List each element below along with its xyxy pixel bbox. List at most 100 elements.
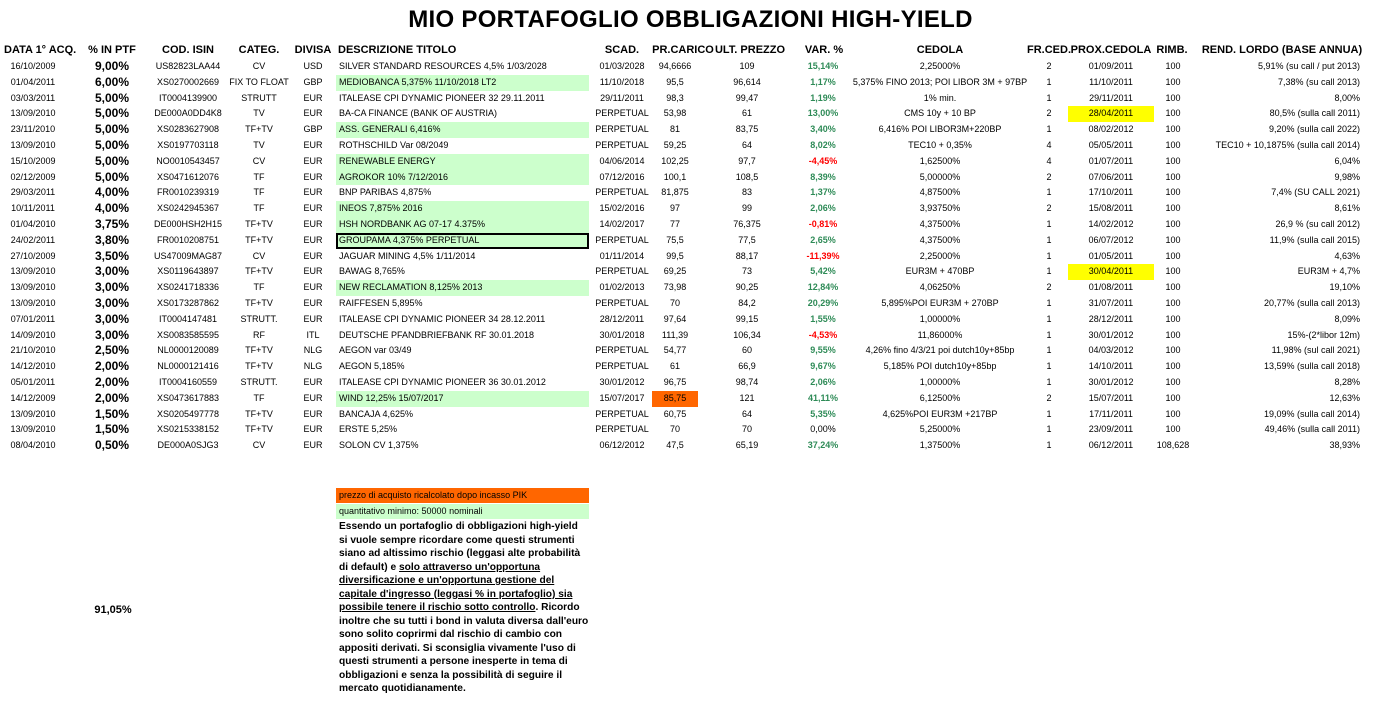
cell-rimborso[interactable]: 100 — [1165, 140, 1181, 150]
cell-rimborso[interactable]: 100 — [1165, 203, 1181, 214]
cell-rendimento[interactable]: 8,09% — [1334, 313, 1360, 324]
cell-ultimo-prezzo[interactable]: 65,19 — [735, 440, 759, 451]
cell-divisa[interactable]: EUR — [303, 234, 323, 245]
cell-ultimo-prezzo[interactable]: 88,17 — [735, 250, 759, 261]
cell-isin[interactable]: XS0119643897 — [157, 266, 219, 277]
cell-variazione[interactable]: 2,06% — [810, 203, 836, 214]
cell-categoria[interactable]: STRUTT. — [240, 377, 278, 387]
cell-prossima-cedola[interactable]: 30/01/2012 — [1088, 329, 1134, 340]
cell-cedola[interactable]: 5,25000% — [919, 424, 961, 435]
cell-variazione[interactable]: 1,19% — [810, 92, 836, 103]
cell-prezzo-carico[interactable]: 96,75 — [663, 377, 687, 387]
cell-ultimo-prezzo[interactable]: 66,9 — [738, 361, 756, 372]
cell-prezzo-carico[interactable]: 111,39 — [661, 329, 689, 340]
cell-descrizione[interactable]: BAWAG 8,765% — [339, 266, 405, 277]
cell-categoria[interactable]: CV — [252, 155, 266, 166]
cell-cedola[interactable]: 4,37500% — [919, 219, 961, 229]
cell-cedola[interactable]: 3,93750% — [919, 203, 961, 214]
cell-descrizione[interactable]: HSH NORDBANK AG 07-17 4.375% — [336, 217, 589, 233]
cell-descrizione[interactable]: GROUPAMA 4,375% PERPETUAL — [336, 232, 589, 249]
cell-variazione[interactable]: 12,84% — [807, 282, 839, 293]
cell-descrizione[interactable]: ROTHSCHILD Var 08/2049 — [339, 140, 449, 150]
cell-descrizione[interactable]: ERSTE 5,25% — [339, 424, 398, 435]
cell-ultimo-prezzo[interactable]: 61 — [741, 108, 752, 119]
cell-prossima-cedola[interactable]: 14/10/2011 — [1088, 361, 1134, 372]
cell-prossima-cedola[interactable]: 31/07/2011 — [1088, 298, 1134, 308]
cell-rimborso[interactable]: 100 — [1165, 108, 1181, 119]
cell-data-acquisto[interactable]: 13/09/2010 — [10, 298, 56, 308]
cell-frequenza-cedola[interactable]: 4 — [1046, 140, 1052, 150]
cell-prezzo-carico[interactable]: 73,98 — [663, 282, 687, 293]
cell-variazione[interactable]: 15,14% — [807, 61, 839, 71]
cell-prossima-cedola[interactable]: 01/05/2011 — [1088, 250, 1134, 261]
cell-ultimo-prezzo[interactable]: 76,375 — [733, 219, 761, 229]
cell-variazione[interactable]: 1,55% — [810, 313, 836, 324]
cell-prossima-cedola[interactable]: 30/04/2011 — [1068, 264, 1154, 281]
cell-frequenza-cedola[interactable]: 1 — [1046, 266, 1052, 277]
cell-divisa[interactable]: EUR — [303, 140, 323, 150]
cell-variazione[interactable]: 41,11% — [807, 392, 839, 403]
cell-pct-ptf[interactable]: 3,75% — [94, 217, 130, 231]
cell-divisa[interactable]: GBP — [303, 124, 323, 135]
cell-pct-ptf[interactable]: 2,00% — [94, 359, 130, 374]
cell-descrizione[interactable]: WIND 12,25% 15/07/2017 — [336, 390, 589, 407]
cell-pct-ptf[interactable]: 0,50% — [94, 438, 130, 453]
cell-prossima-cedola[interactable]: 01/08/2011 — [1088, 282, 1134, 293]
cell-variazione[interactable]: 8,39% — [810, 171, 836, 182]
cell-scadenza[interactable]: 01/02/2013 — [599, 282, 645, 293]
cell-pct-ptf[interactable]: 5,00% — [94, 153, 130, 168]
cell-scadenza[interactable]: PERPETUAL — [595, 298, 649, 308]
cell-rimborso[interactable]: 100 — [1165, 298, 1181, 308]
cell-categoria[interactable]: CV — [252, 440, 266, 451]
cell-divisa[interactable]: EUR — [303, 250, 323, 261]
cell-divisa[interactable]: NLG — [303, 361, 323, 372]
cell-prossima-cedola[interactable]: 11/10/2011 — [1089, 76, 1133, 87]
cell-variazione[interactable]: -4,45% — [808, 155, 838, 166]
cell-ultimo-prezzo[interactable]: 96,614 — [733, 76, 761, 87]
cell-prezzo-carico[interactable]: 54,77 — [663, 345, 687, 356]
cell-data-acquisto[interactable]: 08/04/2010 — [10, 440, 56, 451]
cell-scadenza[interactable]: 15/07/2017 — [599, 392, 645, 403]
cell-scadenza[interactable]: PERPETUAL — [595, 234, 649, 245]
cell-descrizione[interactable]: DEUTSCHE PFANDBRIEFBANK RF 30.01.2018 — [339, 329, 535, 340]
cell-descrizione[interactable]: RENEWABLE ENERGY — [336, 153, 589, 170]
cell-descrizione[interactable]: SOLON CV 1,375% — [339, 440, 419, 451]
cell-descrizione[interactable]: INEOS 7,875% 2016 — [336, 201, 589, 217]
cell-cedola[interactable]: 2,25000% — [919, 250, 961, 261]
cell-categoria[interactable]: RF — [253, 329, 265, 340]
cell-isin[interactable]: XS0241718336 — [156, 282, 220, 293]
cell-isin[interactable]: NL0000121416 — [157, 361, 219, 372]
cell-categoria[interactable]: TF — [253, 187, 265, 198]
cell-pct-ptf[interactable]: 2,00% — [94, 375, 130, 389]
cell-cedola[interactable]: 5,895%POI EUR3M + 270BP — [881, 298, 999, 308]
cell-descrizione[interactable]: ITALEASE CPI DYNAMIC PIONEER 34 28.12.20… — [339, 313, 546, 324]
cell-prezzo-carico[interactable]: 95,5 — [666, 76, 684, 87]
cell-isin[interactable]: XS0471612076 — [156, 171, 220, 182]
cell-isin[interactable]: XS0083585595 — [156, 329, 220, 340]
cell-frequenza-cedola[interactable]: 1 — [1046, 298, 1052, 308]
cell-scadenza[interactable]: PERPETUAL — [595, 266, 649, 277]
cell-data-acquisto[interactable]: 13/09/2010 — [10, 140, 56, 150]
cell-pct-ptf[interactable]: 5,00% — [94, 106, 130, 121]
cell-rimborso[interactable]: 100 — [1165, 361, 1181, 372]
cell-ultimo-prezzo[interactable]: 108,5 — [735, 171, 759, 182]
cell-rendimento[interactable]: 9,98% — [1334, 171, 1360, 182]
cell-prossima-cedola[interactable]: 17/11/2011 — [1089, 408, 1133, 419]
cell-frequenza-cedola[interactable]: 2 — [1046, 171, 1052, 182]
cell-isin[interactable]: FR0010239319 — [156, 187, 220, 198]
cell-frequenza-cedola[interactable]: 2 — [1046, 282, 1052, 293]
cell-rimborso[interactable]: 100 — [1165, 408, 1181, 419]
cell-data-acquisto[interactable]: 13/09/2010 — [10, 266, 56, 277]
cell-variazione[interactable]: -11,39% — [806, 250, 840, 261]
cell-prezzo-carico[interactable]: 102,25 — [661, 155, 689, 166]
cell-data-acquisto[interactable]: 13/09/2010 — [10, 282, 56, 293]
cell-categoria[interactable]: TF+TV — [245, 345, 273, 356]
cell-isin[interactable]: XS0473617883 — [156, 392, 220, 403]
cell-data-acquisto[interactable]: 01/04/2010 — [10, 219, 56, 229]
cell-prezzo-carico[interactable]: 47,5 — [666, 440, 684, 451]
cell-prezzo-carico[interactable]: 97,64 — [663, 313, 687, 324]
cell-categoria[interactable]: TF — [253, 171, 265, 182]
cell-cedola[interactable]: 1,37500% — [919, 440, 961, 451]
cell-prossima-cedola[interactable]: 01/07/2011 — [1088, 155, 1134, 166]
cell-data-acquisto[interactable]: 10/11/2011 — [11, 203, 55, 214]
